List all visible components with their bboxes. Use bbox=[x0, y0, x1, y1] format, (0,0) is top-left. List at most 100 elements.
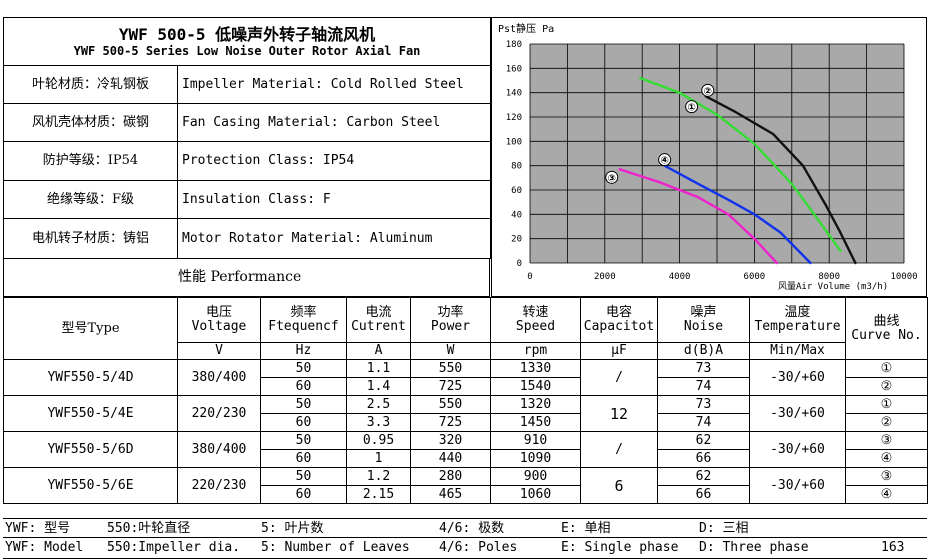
property-label-en: Motor Rotator Material: Aluminum bbox=[177, 218, 491, 259]
hz-cell: 50 bbox=[260, 359, 347, 378]
y-tick-label: 160 bbox=[506, 64, 522, 74]
speed-cell: 910 bbox=[490, 431, 581, 450]
curve-header: 曲线 Curve No. bbox=[845, 297, 928, 360]
amp-cell: 0.95 bbox=[346, 431, 411, 450]
curve-marker-label: ① bbox=[687, 103, 695, 114]
column-header: 电流 Cutrent bbox=[346, 297, 411, 343]
table-row: YWF550-5/6E 220/230 50 1.2 280 900 6 62 … bbox=[3, 467, 928, 504]
voltage-cell: 220/230 bbox=[177, 467, 261, 504]
temp-cell: -30/+60 bbox=[749, 395, 846, 432]
legend-item: 550:Impeller dia. bbox=[107, 540, 241, 555]
property-row: 绝缘等级：F级 Insulation Class: F bbox=[3, 180, 491, 219]
unit-cell: W bbox=[410, 342, 491, 360]
noise-cell: 73 bbox=[657, 395, 750, 414]
hz-cell: 50 bbox=[260, 431, 347, 450]
property-label-cn: 防护等级：IP54 bbox=[3, 141, 178, 181]
power-cell: 725 bbox=[410, 413, 491, 432]
capacitor-cell: / bbox=[580, 431, 658, 468]
noise-cell: 73 bbox=[657, 359, 750, 378]
column-header: 电容 Capacitot bbox=[580, 297, 658, 343]
power-cell: 550 bbox=[410, 395, 491, 414]
x-tick-label: 2000 bbox=[594, 272, 616, 282]
tick-layer: 0 20 40 60 80 100 120 140 160 180 0 2000 4000 6000 800… bbox=[506, 40, 918, 282]
y-tick-label: 120 bbox=[506, 113, 522, 123]
speed-cell: 1320 bbox=[490, 395, 581, 414]
legend-item: 5: 叶片数 bbox=[261, 521, 324, 536]
noise-cell: 74 bbox=[657, 377, 750, 396]
speed-cell: 1330 bbox=[490, 359, 581, 378]
x-tick-label: 8000 bbox=[818, 272, 840, 282]
voltage-cell: 380/400 bbox=[177, 431, 261, 468]
series-layer: ①② ③ ④ bbox=[605, 76, 857, 265]
property-row: 风机壳体材质：碳钢 Fan Casing Material: Carbon St… bbox=[3, 103, 491, 142]
x-tick-label: 0 bbox=[527, 272, 532, 282]
hz-cell: 60 bbox=[260, 413, 347, 432]
legend-en: YWF: Model 550:Impeller dia. 5: Number o… bbox=[3, 537, 927, 559]
x-tick-label: 10000 bbox=[890, 272, 917, 282]
curve-marker bbox=[605, 170, 619, 184]
amp-cell: 1 bbox=[346, 449, 411, 468]
hz-cell: 50 bbox=[260, 467, 347, 486]
noise-cell: 66 bbox=[657, 449, 750, 468]
legend-item: YWF: Model bbox=[5, 540, 84, 555]
legend-item: YWF: 型号 bbox=[5, 521, 71, 536]
unit-cell: d(B)A bbox=[657, 342, 750, 360]
hz-cell: 60 bbox=[260, 377, 347, 396]
power-cell: 440 bbox=[410, 449, 491, 468]
curve-cell: ① bbox=[845, 359, 928, 378]
x-tick-label: 4000 bbox=[669, 272, 691, 282]
header-cell: YWF 500-5 低噪声外转子轴流风机 YWF 500-5 Series Lo… bbox=[3, 17, 491, 66]
y-tick-label: 180 bbox=[506, 40, 522, 50]
grid-lines bbox=[529, 43, 905, 264]
property-row: 防护等级：IP54 Protection Class: IP54 bbox=[3, 141, 491, 181]
y-tick-label: 80 bbox=[511, 162, 522, 172]
legend-item: E: Single phase bbox=[561, 540, 679, 555]
curve-cell: ④ bbox=[845, 485, 928, 504]
property-label-en: Insulation Class: F bbox=[177, 180, 491, 219]
y-tick-label: 100 bbox=[506, 137, 522, 147]
legend-footer: YWF: 型号 550:叶轮直径 5: 叶片数 4/6: 极数 E: 单相 D:… bbox=[3, 518, 927, 560]
table-row: YWF550-5/6D 380/400 50 0.95 320 910 / 62… bbox=[3, 431, 928, 468]
series-line bbox=[704, 95, 857, 265]
unit-cell: Hz bbox=[260, 342, 347, 360]
property-row: 叶轮材质：冷轧钢板 Impeller Material: Cold Rolled… bbox=[3, 65, 491, 104]
amp-cell: 1.4 bbox=[346, 377, 411, 396]
model-type: YWF550-5/4D bbox=[3, 359, 178, 396]
power-cell: 320 bbox=[410, 431, 491, 450]
amp-cell: 1.2 bbox=[346, 467, 411, 486]
series-line bbox=[663, 164, 812, 265]
page-title: YWF 500-5 低噪声外转子轴流风机 bbox=[118, 24, 376, 44]
curve-marker bbox=[685, 100, 699, 114]
property-label-en: Impeller Material: Cold Rolled Steel bbox=[177, 65, 491, 104]
model-type: YWF550-5/6D bbox=[3, 431, 178, 468]
property-label-cn: 电机转子材质：铸铝 bbox=[3, 218, 178, 259]
speed-cell: 900 bbox=[490, 467, 581, 486]
model-type: YWF550-5/6E bbox=[3, 467, 178, 504]
power-cell: 280 bbox=[410, 467, 491, 486]
page-subtitle: YWF 500-5 Series Low Noise Outer Rotor A… bbox=[73, 43, 421, 58]
table-row: YWF550-5/4E 220/230 50 2.5 550 1320 12 7… bbox=[3, 395, 928, 432]
x-tick-label: 6000 bbox=[744, 272, 766, 282]
legend-item: 4/6: Poles bbox=[439, 540, 518, 555]
amp-cell: 1.1 bbox=[346, 359, 411, 378]
speed-cell: 1540 bbox=[490, 377, 581, 396]
legend-item: D: 三相 bbox=[699, 521, 749, 536]
power-cell: 465 bbox=[410, 485, 491, 504]
speed-cell: 1060 bbox=[490, 485, 581, 504]
power-cell: 725 bbox=[410, 377, 491, 396]
amp-cell: 2.5 bbox=[346, 395, 411, 414]
hz-cell: 60 bbox=[260, 485, 347, 504]
speed-cell: 1090 bbox=[490, 449, 581, 468]
table-row: 60 2.15 465 1060 66 ④ bbox=[4, 485, 928, 504]
curve-cell: ② bbox=[845, 377, 928, 396]
power-cell: 550 bbox=[410, 359, 491, 378]
property-label-cn: 绝缘等级：F级 bbox=[3, 180, 178, 219]
y-tick-label: 40 bbox=[511, 210, 522, 220]
legend-item: 4/6: 极数 bbox=[439, 521, 505, 536]
noise-cell: 74 bbox=[657, 413, 750, 432]
curve-marker-label: ④ bbox=[660, 156, 668, 167]
hz-cell: 60 bbox=[260, 449, 347, 468]
performance-table: 型号Type 电压 Voltage 频率 Ftequencf 电流 Cutrent 功… bbox=[3, 297, 928, 504]
temp-cell: -30/+60 bbox=[749, 431, 846, 468]
